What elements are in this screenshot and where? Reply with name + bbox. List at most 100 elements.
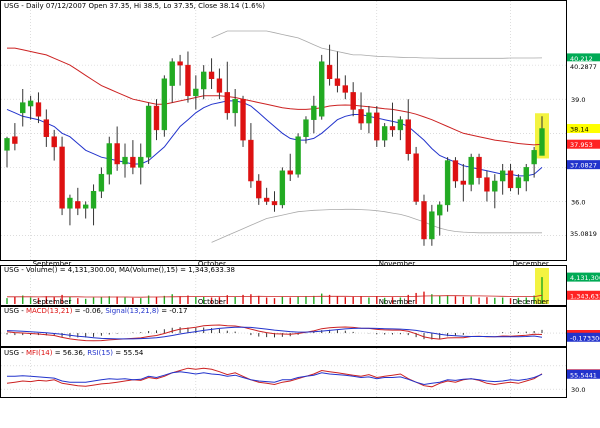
price-axis-badge: 37.0827 bbox=[570, 162, 597, 170]
price-tick-label: 39.0 bbox=[571, 96, 585, 104]
price-axis-badge: 38.14 bbox=[570, 126, 589, 134]
signal-line bbox=[6, 326, 543, 340]
candle-body bbox=[468, 156, 474, 185]
candle-body bbox=[381, 126, 388, 141]
candle-body bbox=[193, 88, 199, 97]
month-tick-label: November bbox=[379, 260, 416, 268]
candle-body bbox=[98, 173, 105, 192]
rsi-legend-label: RSI(15) bbox=[87, 349, 113, 357]
rsi-line bbox=[7, 371, 543, 386]
macd-legend-label: MACD(13,21) bbox=[26, 307, 73, 315]
bollinger-upper-line bbox=[211, 30, 543, 59]
price-axis-badge-bg bbox=[567, 124, 600, 134]
candle-body bbox=[224, 92, 230, 114]
month-tick-label: October bbox=[198, 260, 226, 268]
mfi-rsi-title: USG - MFI(14) = 56.36, RSI(15) = 55.54 bbox=[4, 349, 144, 357]
candle-body bbox=[20, 102, 26, 114]
price-axis-badge: 37.953 bbox=[570, 141, 593, 149]
candle-body bbox=[169, 61, 175, 86]
candle-body bbox=[106, 143, 112, 175]
candle-body bbox=[287, 170, 293, 175]
candle-body bbox=[256, 180, 262, 199]
candle-body bbox=[460, 180, 467, 185]
price-axis-badge: 40.2877 bbox=[570, 63, 597, 71]
candle-body bbox=[334, 78, 341, 86]
candle-body bbox=[75, 201, 81, 209]
candle-body bbox=[319, 61, 325, 117]
candle-body bbox=[303, 119, 309, 137]
signal-legend-label: Signal(13,21,8) bbox=[105, 307, 159, 315]
candle-body bbox=[51, 136, 57, 148]
candle-body bbox=[208, 71, 215, 80]
macd-line bbox=[6, 324, 543, 342]
candle-body bbox=[444, 160, 451, 206]
price-panel bbox=[0, 0, 567, 261]
candle-body bbox=[43, 119, 50, 137]
price-axis-badge-bg bbox=[567, 53, 600, 63]
candle-body bbox=[531, 150, 537, 165]
candle-body bbox=[114, 143, 120, 165]
candle-body bbox=[271, 201, 278, 206]
price-layer bbox=[4, 30, 549, 246]
candle-body bbox=[437, 204, 443, 216]
candle-body bbox=[405, 119, 411, 154]
macd-title: USG - MACD(13,21) = -0.06, Signal(13,21,… bbox=[4, 307, 187, 315]
candle-body bbox=[484, 177, 490, 192]
volume-axis-badge-bg bbox=[567, 290, 600, 300]
price-axis-badge-bg bbox=[567, 139, 600, 149]
volume-axis-badge: 1,343,633 bbox=[570, 292, 600, 300]
macd-axis-badge-bg bbox=[567, 332, 600, 342]
candle-body bbox=[539, 128, 545, 156]
candle-body bbox=[27, 100, 34, 107]
month-tick-label: December bbox=[513, 260, 549, 268]
candle-body bbox=[263, 197, 270, 202]
macd-layer bbox=[1, 324, 566, 342]
candle-body bbox=[216, 78, 223, 93]
candle-body bbox=[122, 156, 128, 165]
candle-body bbox=[4, 138, 10, 151]
candle-body bbox=[130, 156, 136, 168]
candle-body bbox=[358, 109, 364, 124]
candle-body bbox=[476, 156, 482, 178]
candle-body bbox=[145, 105, 152, 158]
candle-body bbox=[452, 160, 459, 182]
candle-body bbox=[240, 98, 246, 141]
volume-panel bbox=[0, 265, 567, 306]
price-axis-badge-bg bbox=[567, 228, 600, 238]
candle-body bbox=[429, 211, 435, 240]
candle-body bbox=[232, 98, 238, 114]
candle-body bbox=[35, 102, 42, 117]
macd-axis-badge: -0.173306 bbox=[570, 334, 600, 342]
mfi-rsi-layer bbox=[1, 365, 566, 390]
month-tick-label: December bbox=[513, 298, 549, 306]
month-tick-label: September bbox=[33, 298, 72, 306]
mfi-axis-badge: 55.5441 bbox=[570, 371, 597, 379]
price-axis-badge-bg bbox=[567, 61, 600, 71]
volume-layer bbox=[6, 268, 549, 304]
candle-body bbox=[374, 112, 380, 141]
candle-body bbox=[279, 170, 286, 206]
price-axis-badge: 35.0819 bbox=[570, 230, 597, 238]
candle-body bbox=[67, 197, 73, 209]
volume-axis-badge: 4,131,300 bbox=[570, 274, 600, 282]
candle-body bbox=[295, 136, 301, 175]
candle-body bbox=[311, 105, 317, 120]
candle-body bbox=[201, 71, 207, 90]
mfi-legend-label: MFI(14) bbox=[26, 349, 53, 357]
candle-body bbox=[366, 112, 372, 124]
mfi-axis-badge-bg bbox=[567, 369, 600, 379]
candle-body bbox=[342, 85, 348, 93]
month-tick-label: October bbox=[198, 298, 226, 306]
candle-body bbox=[499, 170, 506, 182]
candle-body bbox=[153, 105, 160, 131]
mfi-line bbox=[6, 367, 543, 388]
candle-body bbox=[413, 153, 419, 202]
candle-body bbox=[185, 64, 191, 97]
price-axis-badge: 40.212 bbox=[570, 55, 593, 63]
mfi-tick-label: 30.0 bbox=[571, 386, 585, 394]
volume-ma-line bbox=[7, 294, 543, 298]
price-title: USG - Daily 07/12/2007 Open 37.35, Hi 38… bbox=[4, 2, 265, 10]
price-tick-label: 36.0 bbox=[571, 198, 585, 206]
candle-body bbox=[507, 170, 514, 189]
